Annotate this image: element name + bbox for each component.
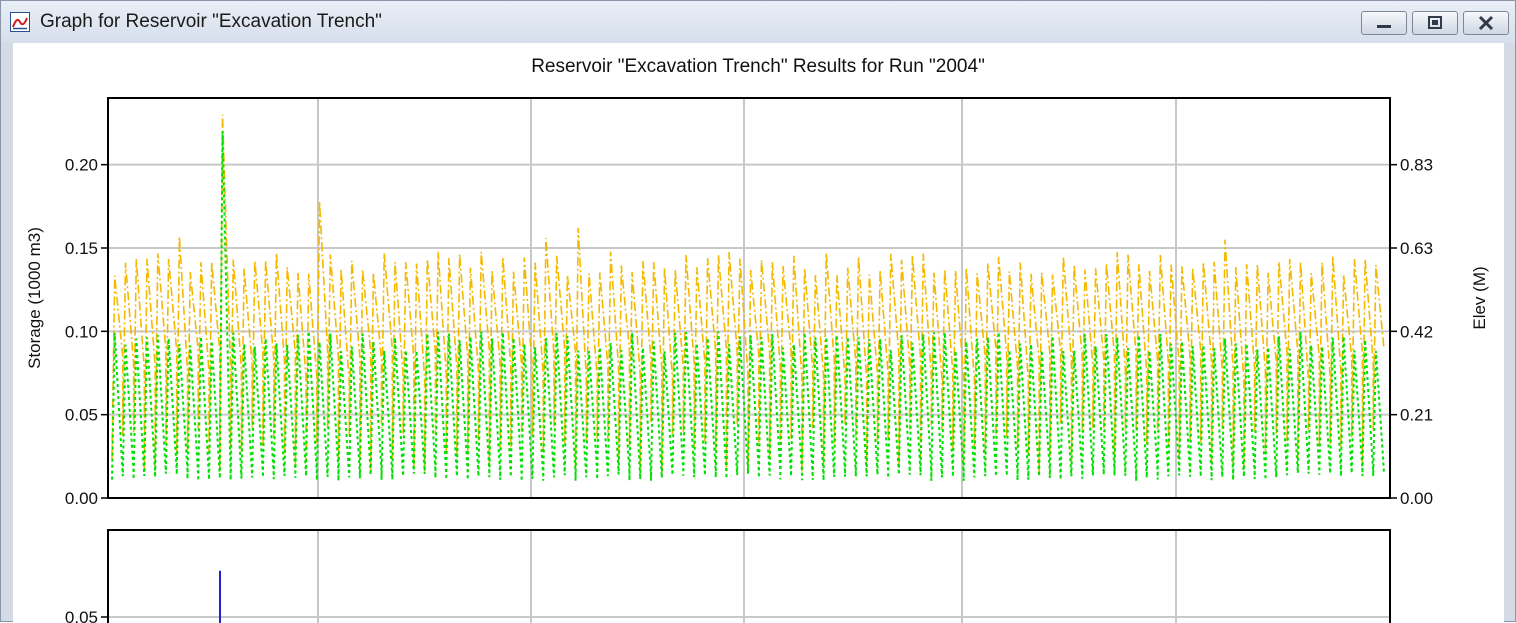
plot-frame — [107, 529, 1391, 623]
minimize-icon — [1377, 25, 1391, 28]
title-bar[interactable]: Graph for Reservoir "Excavation Trench" — [1, 1, 1515, 43]
y2-tick-label: 0.42 — [1400, 322, 1433, 341]
restore-button[interactable] — [1412, 11, 1458, 35]
y2-tick-label: 0.00 — [1400, 489, 1433, 508]
y-tick-label: 0.05 — [65, 406, 98, 425]
bottom-plot: 0.05 — [65, 529, 1391, 623]
chart-area: Reservoir "Excavation Trench" Results fo… — [13, 43, 1504, 623]
y2-tick-label: 0.21 — [1400, 406, 1433, 425]
y-tick-label: 0.20 — [65, 156, 98, 175]
restore-icon — [1428, 16, 1442, 29]
y2-tick-label: 0.63 — [1400, 239, 1433, 258]
window-title: Graph for Reservoir "Excavation Trench" — [40, 11, 382, 32]
y-axis-label: Storage (1000 m3) — [25, 227, 44, 369]
y-tick-label: 0.00 — [65, 489, 98, 508]
series-line-green — [111, 131, 1385, 482]
y-tick-label: 0.05 — [65, 608, 98, 623]
top-plot: 0.00 0.05 0.10 0.15 0.20 0.00 0.21 0.42 0.63 0.83 — [65, 97, 1433, 508]
minimize-button[interactable] — [1361, 11, 1407, 35]
y-tick-label: 0.10 — [65, 322, 98, 341]
y2-axis-label: Elev (M) — [1470, 266, 1489, 329]
close-icon — [1478, 15, 1494, 31]
y2-tick-label: 0.83 — [1400, 156, 1433, 175]
graph-icon — [10, 12, 30, 32]
close-button[interactable] — [1463, 11, 1509, 35]
y-tick-label: 0.15 — [65, 239, 98, 258]
chart-title: Reservoir "Excavation Trench" Results fo… — [531, 56, 985, 77]
plot-frame — [107, 97, 1391, 499]
reservoir-charts: Reservoir "Excavation Trench" Results fo… — [25, 56, 1489, 623]
